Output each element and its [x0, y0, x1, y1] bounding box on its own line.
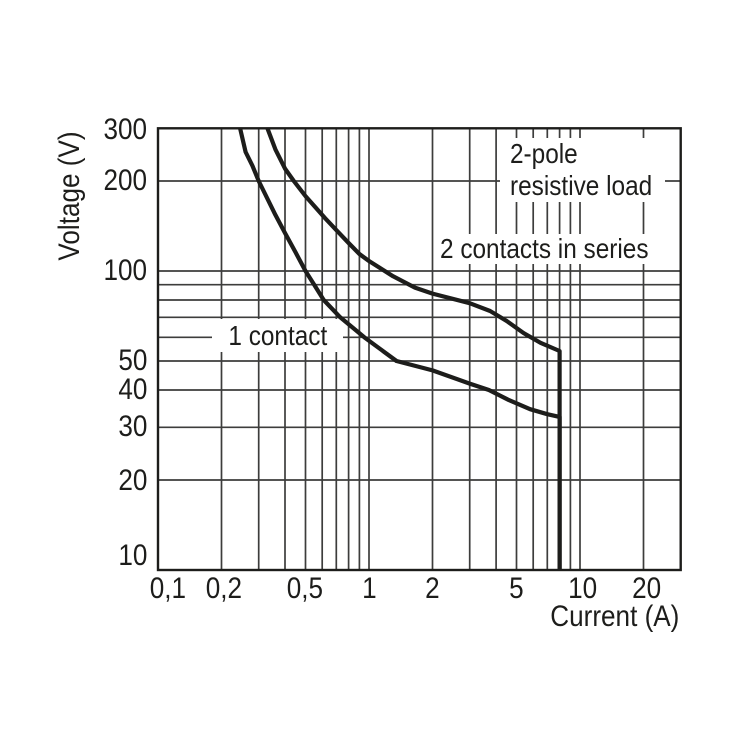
y-tick-20: 20: [117, 464, 147, 497]
x-tick-0-1: 0,1: [149, 572, 187, 605]
annotation-line: resistive load: [510, 170, 653, 201]
x-tick-0-5: 0,5: [286, 572, 324, 605]
y-tick-40: 40: [117, 373, 147, 406]
annotation-line: 2-pole: [510, 138, 578, 169]
annotation-1-contact: 1 contact: [212, 319, 343, 352]
x-axis-title: Current (A): [549, 600, 679, 633]
y-tick-30: 30: [117, 410, 147, 443]
annotation-line: 2 contacts in series: [440, 233, 649, 264]
y-tick-50: 50: [117, 344, 147, 377]
x-tick-1: 1: [361, 572, 377, 605]
annotation-line: 1 contact: [228, 320, 327, 351]
y-tick-100: 100: [103, 254, 147, 287]
x-tick-0-2: 0,2: [205, 572, 243, 605]
y-axis-title: Voltage (V): [53, 131, 86, 261]
annotation-2pole-resistive-load: 2-pole resistive load: [500, 138, 665, 202]
y-tick-200: 200: [103, 164, 147, 197]
y-tick-10: 10: [117, 539, 147, 572]
y-tick-300: 300: [103, 113, 147, 146]
x-tick-5: 5: [508, 572, 524, 605]
x-tick-2: 2: [424, 572, 440, 605]
x-tick-10: 10: [568, 572, 598, 605]
annotation-2-contacts-in-series: 2 contacts in series: [436, 234, 649, 264]
x-tick-20: 20: [632, 572, 662, 605]
